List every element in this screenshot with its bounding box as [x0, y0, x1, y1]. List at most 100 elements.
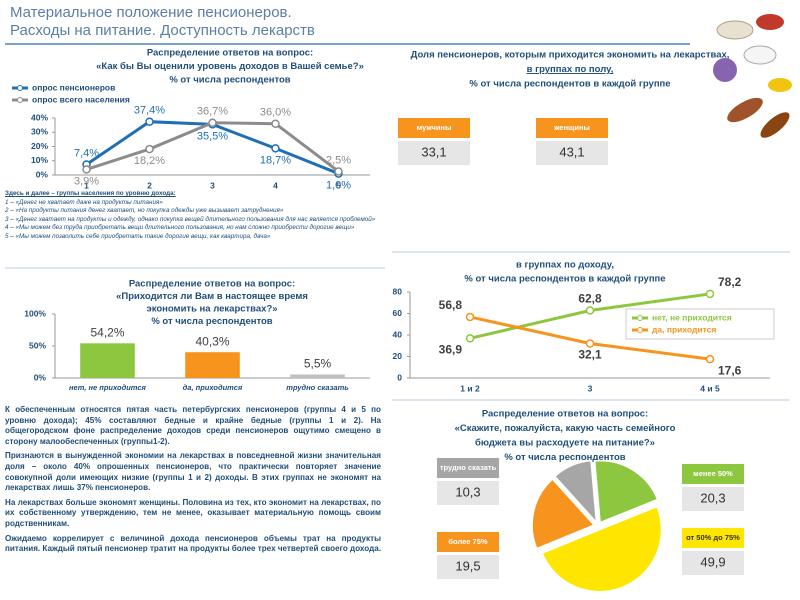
- tile-label: женщины: [553, 123, 590, 132]
- x-tick-label: нет, не приходится: [69, 383, 146, 392]
- point: [271, 144, 280, 153]
- y-tick-label: 100%: [24, 308, 46, 318]
- legend-label: опрос всего населения: [32, 94, 130, 104]
- tile-header: [682, 528, 744, 548]
- chart-title: «Приходится ли Вам в настоящее время: [116, 291, 308, 302]
- chart-title: % от числа респондентов: [504, 452, 625, 463]
- bar: [80, 343, 135, 378]
- value-label: 36,0%: [260, 107, 291, 119]
- chart-title: бюджета вы расходуете на питание?»: [475, 438, 655, 449]
- chart-title: Распределение ответов на вопрос:: [147, 48, 313, 59]
- x-tick-label: 3: [210, 180, 215, 190]
- point: [145, 144, 154, 154]
- y-tick-label: 20: [393, 351, 403, 361]
- pie-slice: [593, 459, 659, 524]
- tile-value: 10,3: [455, 484, 480, 499]
- chart-title: в группах по доходу,: [516, 260, 614, 271]
- notes-heading: Здесь и далее – группы населения по уров…: [5, 190, 176, 197]
- tile-value-box: [682, 551, 744, 575]
- note-item: 4 – «Мы можем без труда приобретать вещи…: [5, 224, 355, 232]
- note-item: 2 – «На продукты питания денег хватает, …: [5, 207, 284, 215]
- tile-header: [398, 118, 470, 138]
- point: [705, 354, 715, 364]
- y-tick-label: 0: [397, 372, 402, 382]
- value-label: 78,2: [718, 275, 742, 289]
- legend-marker: [637, 327, 643, 333]
- legend-label: да, приходится: [652, 324, 716, 334]
- tile-value-box: [437, 481, 499, 505]
- value-label: 36,9: [439, 343, 463, 357]
- point: [208, 118, 217, 127]
- value-label: 56,8: [439, 298, 463, 312]
- legend-marker: [17, 97, 23, 103]
- tile-value: 49,9: [700, 554, 725, 569]
- commentary: К обеспеченным относятся пятая часть пет…: [5, 405, 381, 559]
- point: [271, 119, 280, 128]
- y-tick-label: 30%: [31, 127, 48, 137]
- note-item: 3 – «Денег хватает на продукты и одежду,…: [5, 215, 376, 223]
- bar: [185, 352, 240, 378]
- legend-label: нет, не приходится: [652, 312, 732, 322]
- tile-value-box: [682, 487, 744, 511]
- tile-value: 19,5: [455, 558, 480, 573]
- x-tick-label: 4 и 5: [700, 383, 720, 393]
- chart-title: «Как бы Вы оценили уровень доходов в Ваш…: [96, 61, 364, 72]
- x-tick-label: 2: [147, 180, 152, 190]
- tile-value-box: [398, 141, 470, 165]
- value-label: 35,5%: [197, 130, 228, 142]
- y-tick-label: 40%: [31, 112, 48, 122]
- tile-value: 20,3: [700, 490, 725, 505]
- y-tick-label: 60: [393, 308, 403, 318]
- point: [82, 165, 91, 174]
- pie-slice: [531, 478, 596, 550]
- value-label: 7,4%: [74, 147, 99, 159]
- value-label: 1,0%: [326, 179, 351, 191]
- tile-label: трудно сказать: [440, 463, 497, 472]
- y-tick-label: 20%: [31, 141, 48, 151]
- x-tick-label: 3: [588, 383, 593, 393]
- x-tick-label: 5: [336, 180, 341, 190]
- legend-marker: [637, 315, 643, 321]
- pie-slice: [553, 459, 598, 525]
- value-label: 18,7%: [260, 154, 291, 166]
- value-label: 62,8: [578, 292, 602, 306]
- legend-box: [625, 308, 775, 340]
- paragraph: Ожидаемо коррелирует с величиной дохода …: [5, 533, 381, 554]
- value-label: 40,3%: [195, 334, 229, 348]
- chart-title: Доля пенсионеров, которым приходится эко…: [411, 50, 730, 61]
- note-item: 5 – «Мы можем позволить себе приобретать…: [5, 232, 271, 240]
- chart-title: % от числа респондентов: [151, 316, 272, 327]
- bar: [290, 374, 345, 378]
- pie-slice: [541, 505, 663, 593]
- x-tick-label: да, приходится: [183, 383, 243, 392]
- chart-title: % от числа респондентов: [169, 75, 290, 86]
- tile-label: от 50% до 75%: [686, 533, 740, 542]
- y-tick-label: 0%: [36, 169, 49, 179]
- point: [585, 339, 595, 348]
- tile-value: 33,1: [421, 144, 446, 159]
- tile-header: [682, 464, 744, 484]
- title-line: Материальное положение пенсионеров.: [10, 4, 292, 21]
- value-label: 32,1: [578, 348, 602, 362]
- tile-value-box: [536, 141, 608, 165]
- tile-header: [437, 458, 499, 478]
- chart-title: Распределение ответов на вопрос:: [129, 279, 295, 290]
- x-tick-label: трудно сказать: [286, 383, 349, 392]
- paragraph: Признаются в вынужденной экономии на лек…: [5, 451, 381, 493]
- tile-value: 43,1: [559, 144, 584, 159]
- legend-label: опрос пенсионеров: [32, 82, 115, 92]
- value-label: 2,5%: [326, 154, 351, 166]
- tile-label: более 75%: [448, 537, 487, 546]
- paragraph: К обеспеченным относятся пятая часть пет…: [5, 405, 381, 446]
- legend-marker: [17, 85, 23, 91]
- chart-title: Распределение ответов на вопрос:: [482, 409, 648, 420]
- x-tick-label: 4: [273, 180, 278, 190]
- income-group-notes: Здесь и далее – группы населения по уров…: [5, 190, 387, 242]
- title-line: Расходы на питание. Доступность лекарств: [10, 22, 315, 39]
- point: [705, 289, 715, 299]
- y-tick-label: 50%: [29, 340, 46, 350]
- tile-label: менее 50%: [693, 469, 733, 478]
- point: [465, 334, 475, 343]
